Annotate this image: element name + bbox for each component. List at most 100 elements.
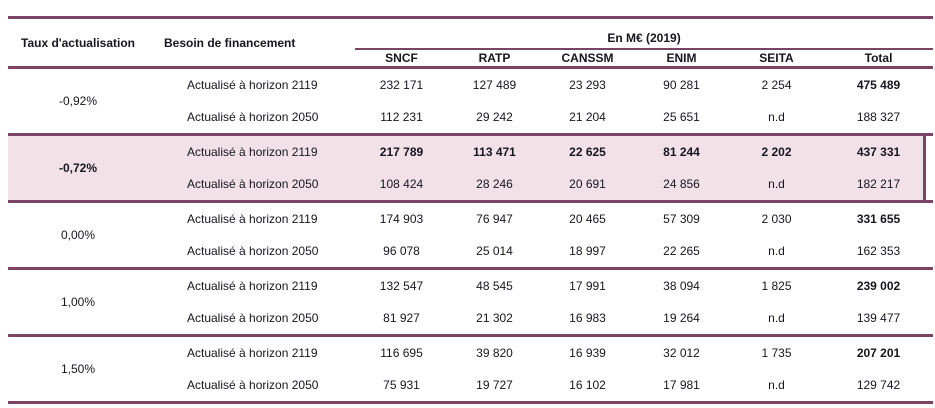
col-header-seita: SEITA — [759, 51, 794, 65]
col-header-discount-rate: Taux d'actualisation — [21, 35, 135, 50]
value-cell: 24 856 — [634, 168, 729, 202]
value-cell: 129 742 — [856, 378, 901, 392]
value-cell: 232 171 — [355, 66, 448, 101]
table-header: Taux d'actualisation Besoin de financeme… — [8, 17, 934, 68]
value-cell: 112 231 — [380, 110, 423, 124]
value-cell: n.d — [768, 244, 785, 258]
value-cell: 38 094 — [634, 267, 729, 302]
table-row: -0,92% Actualisé à horizon 2119 232 171 127… — [8, 66, 934, 135]
value-cell: 174 903 — [355, 200, 448, 235]
value-cell: 1 825 — [729, 267, 824, 302]
value-cell: 2 202 — [729, 133, 824, 168]
value-cell: 29 242 — [476, 110, 513, 124]
discount-rate-cell: 0,00% — [8, 200, 148, 269]
value-cell: 1 735 — [729, 334, 824, 369]
value-cell: 20 691 — [541, 168, 634, 202]
discount-rate-cell: 1,00% — [8, 267, 148, 336]
table-row: 0,00% Actualisé à horizon 2119 174 903 76 9… — [8, 200, 934, 269]
value-cell: 22 265 — [663, 244, 700, 258]
value-cell: 76 947 — [448, 200, 541, 235]
value-cell: 2 254 — [729, 66, 824, 101]
value-cell: 188 327 — [856, 110, 901, 124]
value-cell: 28 246 — [448, 168, 541, 202]
col-header-financing-need: Besoin de financement — [164, 35, 296, 50]
discount-rate-cell: 1,50% — [8, 334, 148, 403]
value-cell: 17 981 — [663, 378, 700, 392]
table-body: -0,92% Actualisé à horizon 2119 232 171 127… — [8, 66, 934, 403]
value-cell: 16 939 — [541, 334, 634, 369]
col-header-total: Total — [864, 51, 893, 65]
discount-rate-cell: -0,92% — [8, 66, 148, 135]
horizon-label: Actualisé à horizon 2050 — [187, 110, 319, 124]
table-row: Actualisé à horizon 2050 81 927 21 302 16 9… — [8, 302, 933, 336]
value-cell: n.d — [729, 168, 824, 202]
horizon-label: Actualisé à horizon 2119 — [148, 267, 355, 302]
value-cell: 75 931 — [383, 378, 420, 392]
value-cell: 17 991 — [541, 267, 634, 302]
value-cell: 96 078 — [383, 244, 420, 258]
horizon-label: Actualisé à horizon 2119 — [148, 133, 355, 168]
value-cell: 475 489 — [824, 66, 934, 101]
value-cell: n.d — [768, 378, 785, 392]
value-cell: 20 465 — [541, 200, 634, 235]
value-cell: 108 424 — [355, 168, 448, 202]
horizon-label: Actualisé à horizon 2050 — [187, 378, 319, 392]
value-cell: 21 302 — [476, 311, 513, 325]
discount-rate-cell: -0,72% — [8, 133, 148, 202]
value-cell: 32 012 — [634, 334, 729, 369]
horizon-label: Actualisé à horizon 2050 — [148, 168, 355, 202]
value-cell: 437 331 — [824, 133, 934, 168]
table-row: 1,50% Actualisé à horizon 2119 116 695 39 8… — [8, 334, 934, 403]
value-cell: 21 204 — [569, 110, 606, 124]
value-cell: 113 471 — [448, 133, 541, 168]
value-cell: 23 293 — [541, 66, 634, 101]
value-cell: 81 927 — [383, 311, 420, 325]
col-header-ratp: RATP — [478, 51, 511, 65]
table-row: Actualisé à horizon 2050 112 231 29 242 21 … — [8, 101, 933, 135]
horizon-label: Actualisé à horizon 2119 — [148, 66, 355, 101]
value-cell: 25 014 — [476, 244, 513, 258]
value-cell: 16 102 — [569, 378, 606, 392]
value-cell: 239 002 — [824, 267, 934, 302]
table-row: Actualisé à horizon 2050 75 931 19 727 16 1… — [8, 369, 933, 403]
value-cell: 16 983 — [569, 311, 606, 325]
table-row: -0,72% Actualisé à horizon 2119 217 789 113… — [8, 133, 934, 202]
value-cell: 162 353 — [856, 244, 901, 258]
horizon-label: Actualisé à horizon 2050 — [187, 311, 319, 325]
value-cell: 116 695 — [355, 334, 448, 369]
value-cell: 207 201 — [824, 334, 934, 369]
value-cell: n.d — [768, 311, 785, 325]
horizon-label: Actualisé à horizon 2050 — [187, 244, 319, 258]
value-cell: 132 547 — [355, 267, 448, 302]
col-header-canssm: CANSSM — [561, 51, 614, 65]
value-cell: 39 820 — [448, 334, 541, 369]
value-cell: 139 477 — [856, 311, 901, 325]
value-cell: n.d — [768, 110, 785, 124]
financing-needs-table: Taux d'actualisation Besoin de financeme… — [8, 16, 934, 404]
value-cell: 19 264 — [663, 311, 700, 325]
value-cell: 81 244 — [634, 133, 729, 168]
table-row: Actualisé à horizon 2050 96 078 25 014 18 9… — [8, 235, 933, 269]
value-cell: 19 727 — [476, 378, 513, 392]
value-cell: 18 997 — [569, 244, 606, 258]
horizon-label: Actualisé à horizon 2119 — [148, 334, 355, 369]
value-cell: 48 545 — [448, 267, 541, 302]
header-row-entities: SNCF RATP CANSSM ENIM SEITA Total — [8, 49, 933, 68]
value-cell: 90 281 — [634, 66, 729, 101]
col-header-sncf: SNCF — [385, 51, 418, 65]
col-group-header-currency: En M€ (2019) — [355, 17, 934, 50]
col-header-enim: ENIM — [666, 51, 697, 65]
value-cell: 2 030 — [729, 200, 824, 235]
value-cell: 127 489 — [448, 66, 541, 101]
value-cell: 57 309 — [634, 200, 729, 235]
value-cell: 182 217 — [824, 168, 934, 202]
value-cell: 22 625 — [541, 133, 634, 168]
horizon-label: Actualisé à horizon 2119 — [148, 200, 355, 235]
value-cell: 331 655 — [824, 200, 934, 235]
table-row: Actualisé à horizon 2050 108 424 28 246 20 … — [8, 168, 934, 202]
value-cell: 217 789 — [355, 133, 448, 168]
value-cell: 25 651 — [663, 110, 700, 124]
header-row-top: Taux d'actualisation Besoin de financeme… — [8, 17, 934, 50]
table-row: 1,00% Actualisé à horizon 2119 132 547 48 5… — [8, 267, 934, 336]
